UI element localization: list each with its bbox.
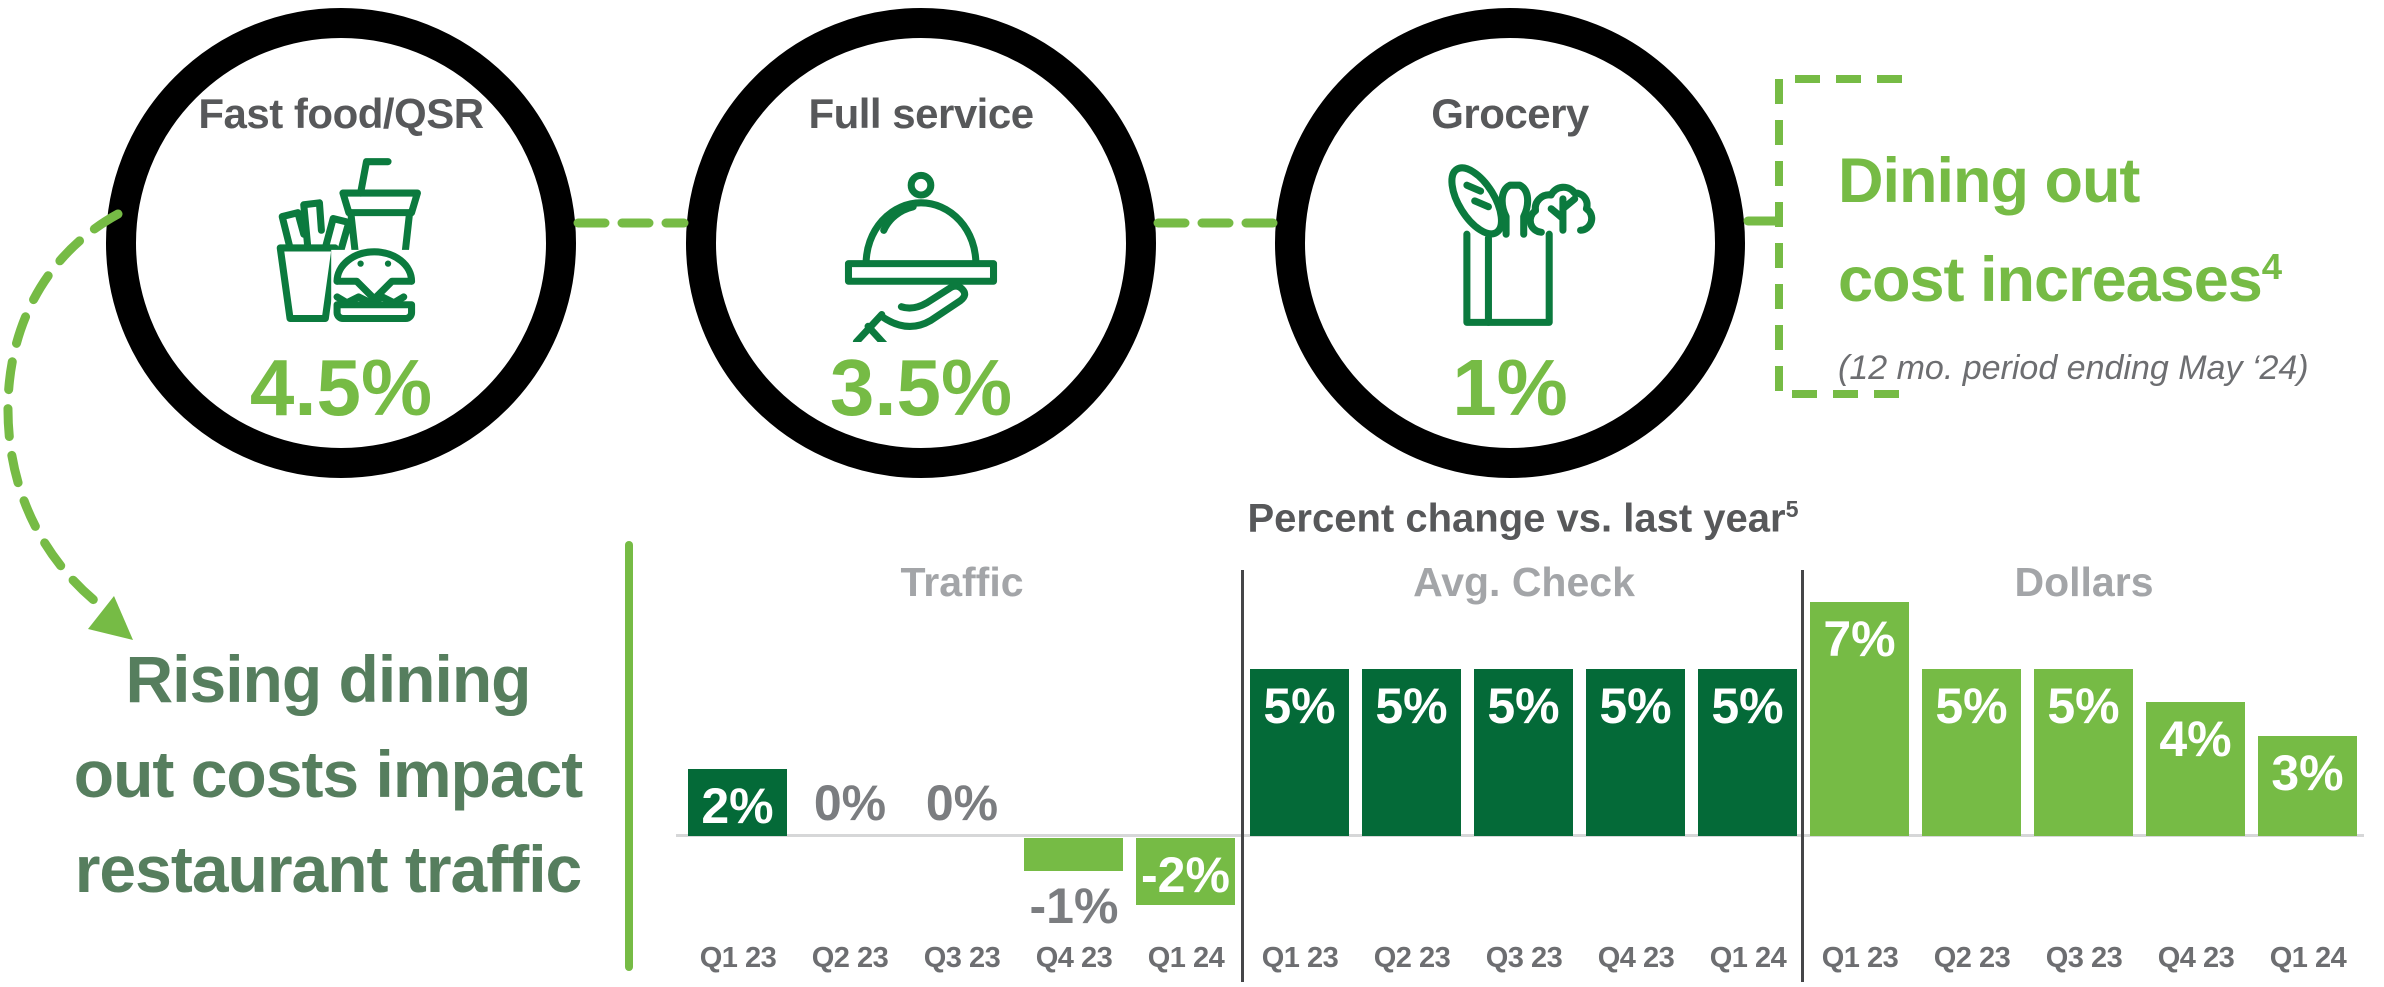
chart-slot: 0% Q2 23 xyxy=(794,430,906,987)
category-circle-full-service: Full service 3.5% xyxy=(686,8,1156,478)
fast-food-icon xyxy=(236,146,446,342)
callout-title-line2: cost increases xyxy=(1838,245,2263,315)
x-axis-label: Q3 23 xyxy=(1485,942,1563,974)
category-value: 4.5% xyxy=(249,343,433,432)
bar-value-label-outside: -1% xyxy=(1029,878,1119,934)
bar-value-label: -2% xyxy=(1141,847,1230,903)
bar-value-label: 5% xyxy=(1935,678,2008,734)
section-divider xyxy=(1801,570,1804,982)
chart-left-accent-line xyxy=(625,541,633,971)
chart-slot: 7% Q1 23 xyxy=(1804,430,1916,987)
callout-dining-out-cost: Dining out cost increases4 (12 mo. perio… xyxy=(1838,138,2309,388)
chart-slot: 5% Q2 23 xyxy=(1356,430,1468,987)
bar: 5% xyxy=(1474,669,1573,836)
chart-slot: 5% Q1 24 xyxy=(1692,430,1804,987)
chart-slot: -1% Q4 23 xyxy=(1018,430,1130,987)
bar: 5% xyxy=(2034,669,2133,836)
bar: 7% xyxy=(1810,602,1909,836)
category-circle-fast-food: Fast food/QSR 4.5% xyxy=(106,8,576,478)
callout-footnote-marker: 4 xyxy=(2261,246,2282,287)
x-axis-label: Q2 23 xyxy=(1933,942,2011,974)
zero-value-label: 0% xyxy=(925,775,999,831)
chart-slot: 5% Q3 23 xyxy=(2028,430,2140,987)
callout-title: Dining out cost increases4 xyxy=(1838,138,2309,323)
bar-value-label: 5% xyxy=(1487,678,1560,734)
section-label-dollars: Dollars xyxy=(2014,559,2154,605)
chart-slot: -2% Q1 24 xyxy=(1130,430,1242,987)
bar: 3% xyxy=(2258,736,2357,836)
chart-group-traffic: 2% Q1 23 0% Q2 23 0% Q3 23 -1% Q4 23 -2% Q1 24 xyxy=(682,430,1242,987)
x-axis-label: Q4 23 xyxy=(1035,942,1113,974)
chart-slot: 5% Q1 23 xyxy=(1244,430,1356,987)
section-label-traffic: Traffic xyxy=(900,559,1024,605)
bar: 5% xyxy=(1362,669,1461,836)
x-axis-label: Q1 24 xyxy=(1147,942,1225,974)
bar-value-label: 5% xyxy=(1711,678,1784,734)
section-label-avg-check: Avg. Check xyxy=(1413,559,1635,605)
chart-group-dollars: 7% Q1 23 5% Q2 23 5% Q3 23 4% Q4 23 3% Q1 24 xyxy=(1804,430,2364,987)
chart-slot: 5% Q4 23 xyxy=(1580,430,1692,987)
callout-title-line1: Dining out xyxy=(1838,146,2140,216)
bar-value-label: 4% xyxy=(2159,711,2232,767)
x-axis-label: Q1 24 xyxy=(1709,942,1787,974)
section-divider xyxy=(1241,570,1244,982)
category-value: 3.5% xyxy=(829,343,1013,432)
bar-value-label: 5% xyxy=(1375,678,1448,734)
grocery-bag-icon xyxy=(1405,146,1615,342)
chart-slot: 3% Q1 24 xyxy=(2252,430,2364,987)
bar: 5% xyxy=(1698,669,1797,836)
chart-slot: 2% Q1 23 xyxy=(682,430,794,987)
curved-arrow-shaft xyxy=(3,209,123,606)
bar: 5% xyxy=(1922,669,2021,836)
chart-slot: 5% Q3 23 xyxy=(1468,430,1580,987)
chart-title: Percent change vs. last year5 xyxy=(1023,496,2023,541)
category-label: Fast food/QSR xyxy=(198,90,484,137)
headline-line2: out costs impact xyxy=(73,737,583,811)
chart-group-avg-check: 5% Q1 23 5% Q2 23 5% Q3 23 5% Q4 23 5% Q1 24 xyxy=(1244,430,1804,987)
bar-value-label: 2% xyxy=(701,778,774,834)
chart-footnote-marker: 5 xyxy=(1785,496,1799,522)
bar-value-label: 3% xyxy=(2271,745,2344,801)
x-axis-label: Q3 23 xyxy=(2045,942,2123,974)
callout-subtitle: (12 mo. period ending May ‘24) xyxy=(1838,349,2309,387)
category-label: Grocery xyxy=(1431,90,1589,137)
bar-value-label: 7% xyxy=(1823,611,1896,667)
chart-title-text: Percent change vs. last year xyxy=(1247,496,1786,541)
category-label: Full service xyxy=(808,90,1034,137)
x-axis-label: Q1 23 xyxy=(699,942,777,974)
bar xyxy=(1024,838,1123,871)
chart-slot: 4% Q4 23 xyxy=(2140,430,2252,987)
x-axis-label: Q1 24 xyxy=(2269,942,2347,974)
chart-slot: 0% Q3 23 xyxy=(906,430,1018,987)
cloche-icon xyxy=(816,146,1026,352)
bar: 5% xyxy=(1250,669,1349,836)
bar-value-label: 5% xyxy=(2047,678,2120,734)
chart-slot: 5% Q2 23 xyxy=(1916,430,2028,987)
x-axis-label: Q1 23 xyxy=(1821,942,1899,974)
bar: 5% xyxy=(1586,669,1685,836)
x-axis-label: Q4 23 xyxy=(1597,942,1675,974)
x-axis-label: Q4 23 xyxy=(2157,942,2235,974)
x-axis-label: Q1 23 xyxy=(1261,942,1339,974)
x-axis-label: Q3 23 xyxy=(923,942,1001,974)
category-circle-grocery: Grocery 1% xyxy=(1275,8,1745,478)
headline: Rising dining out costs impact restauran… xyxy=(38,632,618,917)
x-axis-label: Q2 23 xyxy=(811,942,889,974)
headline-line3: restaurant traffic xyxy=(74,832,583,906)
category-value: 1% xyxy=(1452,343,1568,432)
zero-value-label: 0% xyxy=(813,775,887,831)
headline-line1: Rising dining xyxy=(125,642,532,716)
bar-value-label: 5% xyxy=(1599,678,1672,734)
x-axis-label: Q2 23 xyxy=(1373,942,1451,974)
bar-value-label: 5% xyxy=(1263,678,1336,734)
bar: 4% xyxy=(2146,702,2245,836)
bar: -2% xyxy=(1136,838,1235,905)
bar: 2% xyxy=(688,769,787,836)
